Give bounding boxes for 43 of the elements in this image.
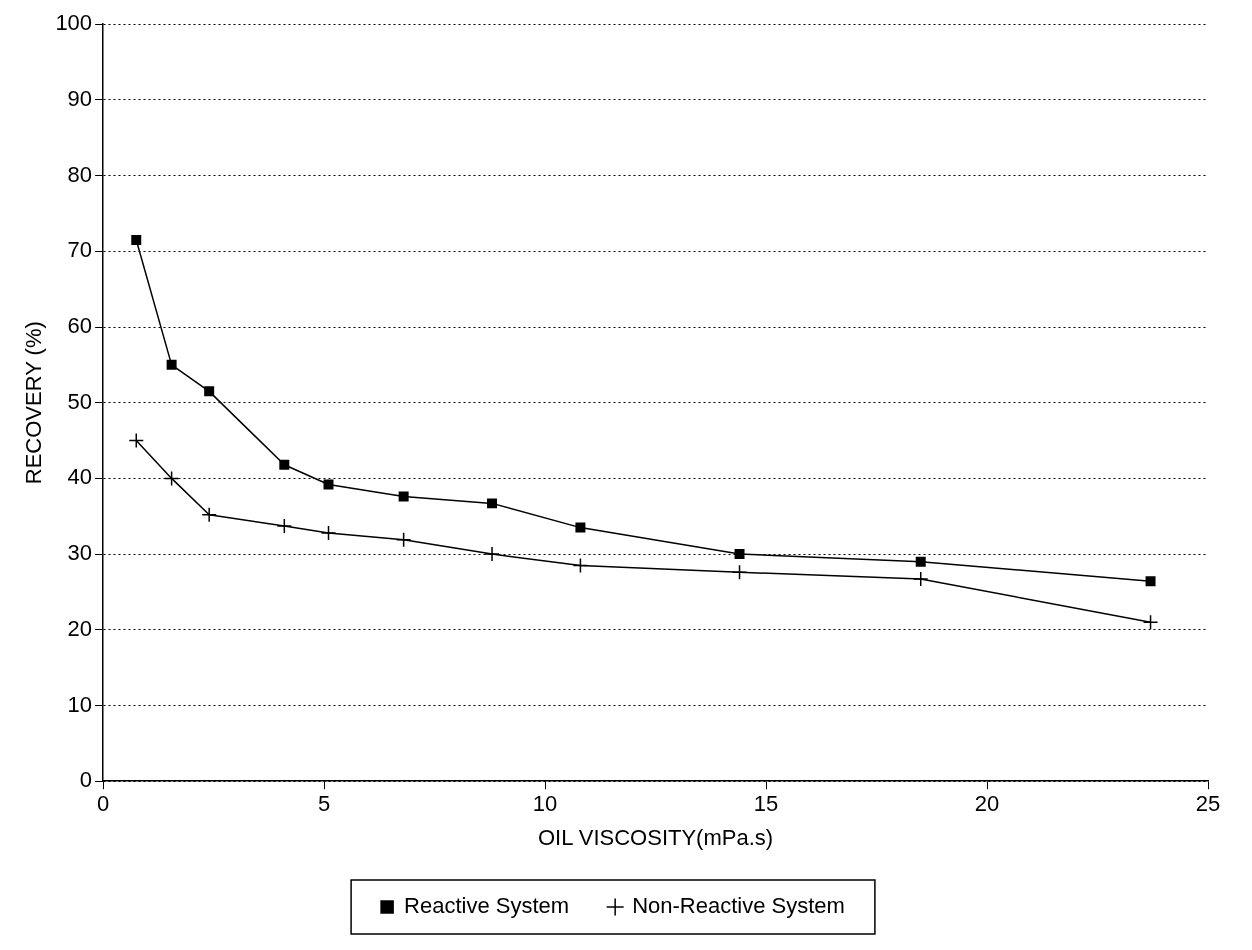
point (131, 234, 142, 245)
point (915, 556, 926, 567)
point (163, 470, 180, 487)
y-tick-label: 10 (67, 691, 93, 717)
y-tick-label: 90 (67, 85, 93, 111)
x-tick-label: 20 (974, 791, 1000, 817)
x-tick-label: 15 (753, 791, 779, 817)
point (166, 359, 177, 370)
y-axis-title: RECOVERY (%) (21, 321, 47, 485)
point (487, 498, 498, 509)
point (279, 459, 290, 470)
y-tick-label: 50 (67, 388, 93, 414)
y-tick-label: 80 (67, 161, 93, 187)
point (128, 432, 144, 449)
legend-label: Reactive System (404, 893, 570, 919)
y-tick-label: 100 (55, 10, 93, 36)
point (572, 557, 589, 574)
y-tick-label: 70 (67, 237, 93, 263)
x-tick-label: 5 (317, 791, 331, 817)
point (1145, 576, 1156, 587)
x-tick-label: 25 (1195, 791, 1221, 817)
x-tick-label: 10 (532, 791, 558, 817)
y-tick-label: 40 (67, 464, 93, 490)
point (575, 522, 586, 533)
y-tick-label: 0 (79, 767, 93, 793)
point (395, 531, 412, 548)
y-tick-label: 30 (67, 540, 93, 566)
point (734, 549, 745, 560)
x-tick-label: 0 (96, 791, 110, 817)
point (323, 479, 334, 490)
point (276, 518, 293, 534)
point (201, 506, 217, 523)
point (731, 564, 748, 581)
x-axis-title: OIL VISCOSITY(mPa.s) (537, 824, 774, 850)
point (912, 571, 929, 587)
point (320, 525, 337, 541)
point (204, 386, 215, 397)
y-tick-label: 20 (67, 615, 93, 641)
y-tick-label: 60 (67, 313, 93, 339)
legend-label: Non-Reactive System (632, 893, 845, 919)
point (1142, 614, 1159, 630)
point (398, 491, 409, 502)
point (484, 546, 500, 562)
